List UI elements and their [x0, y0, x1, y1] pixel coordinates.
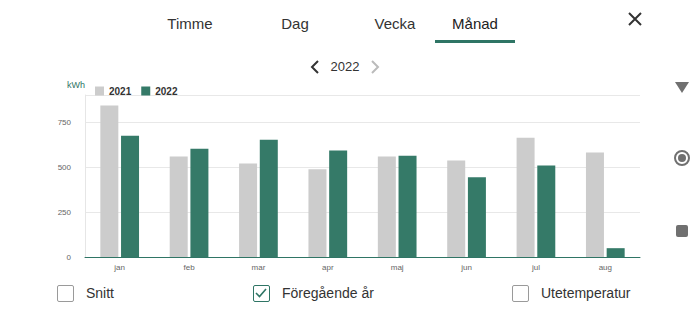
- svg-text:feb: feb: [184, 263, 196, 272]
- svg-text:750: 750: [58, 118, 72, 127]
- svg-text:0: 0: [67, 253, 72, 262]
- html-text:Vecka: Vecka: [374, 15, 416, 32]
- html-text:Snitt: Snitt: [86, 285, 114, 301]
- html-text:Dag: Dag: [281, 15, 309, 32]
- svg-text:jul: jul: [531, 263, 540, 272]
- html-text:Föregående år: Föregående år: [282, 285, 374, 301]
- svg-text:2021: 2021: [109, 86, 132, 97]
- svg-text:aug: aug: [599, 263, 612, 272]
- svg-text:kWh: kWh: [67, 80, 85, 90]
- html-text:Utetemperatur: Utetemperatur: [541, 285, 631, 301]
- html-text:2022: 2022: [330, 59, 360, 74]
- svg-text:2022: 2022: [155, 86, 178, 97]
- svg-text:250: 250: [58, 208, 72, 217]
- svg-text:mar: mar: [252, 263, 266, 272]
- html-text:Timme: Timme: [167, 15, 213, 32]
- svg-text:apr: apr: [322, 263, 334, 272]
- svg-text:jun: jun: [460, 263, 472, 272]
- svg-text:maj: maj: [391, 263, 404, 272]
- html-text:Månad: Månad: [452, 15, 498, 32]
- svg-text:jan: jan: [113, 263, 125, 272]
- svg-text:500: 500: [58, 163, 72, 172]
